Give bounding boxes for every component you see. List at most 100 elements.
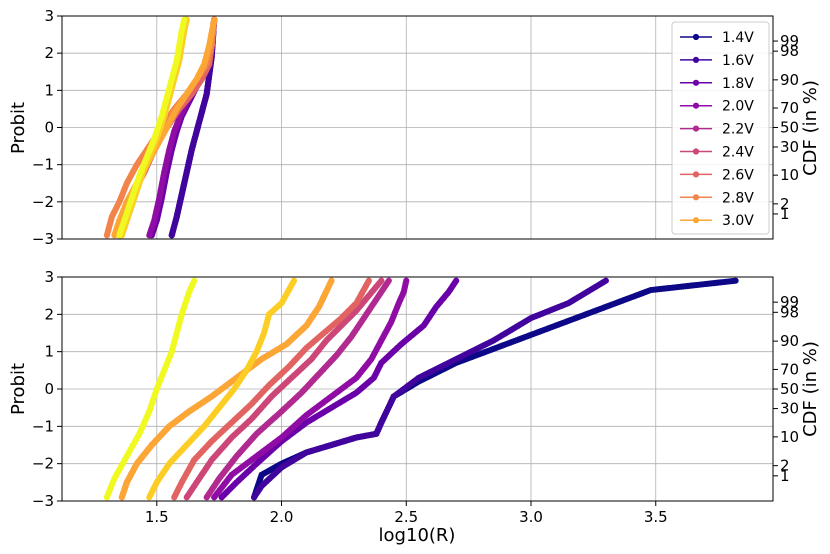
- series-2.2V: [203, 277, 392, 501]
- series-2.6V: [171, 277, 372, 501]
- legend-marker: [692, 79, 700, 86]
- bottom-y-axis-label: Probit: [8, 363, 29, 415]
- y-tick-label: −2: [32, 455, 54, 473]
- bottom-y-ticks: −3 −2 −1 0 1 2 3: [32, 268, 62, 510]
- legend-label: 2.2V: [722, 122, 754, 138]
- legend-label: 2.8V: [722, 190, 754, 206]
- legend-label: 1.6V: [722, 53, 754, 69]
- top-cdf-axis-label: CDF (in %): [800, 80, 821, 176]
- y-tick-label: −3: [32, 492, 54, 510]
- cdf-tick-label: 70: [780, 99, 799, 117]
- legend-marker: [692, 194, 700, 201]
- legend-marker: [692, 125, 700, 132]
- data-point: [385, 277, 392, 284]
- y-tick-label: 1: [44, 343, 54, 361]
- series-unlabeled: [103, 277, 198, 501]
- data-point: [453, 277, 460, 284]
- legend-item: 2.8V: [680, 190, 754, 206]
- x-axis-label: log10(R): [379, 525, 456, 546]
- legend-marker: [692, 217, 700, 224]
- data-point: [732, 277, 739, 284]
- data-point: [290, 277, 298, 284]
- cdf-tick-label: 98: [780, 42, 799, 60]
- y-tick-label: 2: [44, 44, 54, 62]
- data-point: [328, 277, 335, 284]
- cdf-tick-label: 1: [780, 467, 790, 485]
- y-tick-label: 2: [44, 305, 54, 323]
- data-point: [181, 16, 188, 23]
- legend-label: 3.0V: [722, 213, 754, 229]
- cdf-tick-label: 1: [780, 205, 790, 223]
- cdf-tick-label: 70: [780, 360, 799, 378]
- y-tick-label: −1: [32, 156, 54, 174]
- legend-label: 2.4V: [722, 145, 754, 161]
- legend-item: 1.6V: [680, 53, 754, 69]
- legend-label: 2.6V: [722, 167, 754, 183]
- cdf-tick-label: 50: [780, 380, 799, 398]
- y-tick-label: −3: [32, 230, 54, 248]
- legend: 1.4V 1.6V 1.8V 2.0V 2.2V 2.4V 2.6V 2.8V 3.0V: [671, 21, 770, 235]
- legend-item: 3.0V: [680, 213, 754, 229]
- legend-item: 2.0V: [680, 99, 754, 115]
- legend-item: 1.8V: [680, 76, 754, 92]
- top-y-axis-label: Probit: [8, 102, 29, 154]
- bottom-cdf-axis-label: CDF (in %): [800, 341, 821, 437]
- y-tick-label: 1: [44, 81, 54, 99]
- cdf-tick-label: 2: [780, 195, 790, 213]
- y-tick-label: −2: [32, 193, 54, 211]
- data-point: [378, 277, 385, 284]
- cdf-tick-label: 2: [780, 457, 790, 475]
- y-tick-label: 0: [44, 119, 54, 137]
- x-tick-label: 1.5: [145, 508, 169, 526]
- x-tick-label: 3.5: [644, 508, 668, 526]
- legend-marker: [692, 33, 700, 41]
- cdf-tick-label: 90: [780, 71, 799, 89]
- data-point: [211, 16, 218, 23]
- y-tick-label: −1: [32, 417, 54, 435]
- legend-label: 2.0V: [722, 99, 754, 115]
- series-2.0V: [211, 277, 410, 501]
- y-tick-label: 0: [44, 380, 54, 398]
- top-y-ticks: −3 −2 −1 0 1 2 3: [32, 7, 62, 248]
- data-point: [365, 277, 372, 284]
- legend-item: 2.2V: [680, 122, 754, 138]
- series-3.0V: [118, 277, 335, 501]
- series-1.6V: [250, 277, 609, 501]
- data-point: [191, 277, 198, 284]
- legend-marker: [692, 171, 700, 178]
- legend-label: 1.8V: [722, 76, 754, 92]
- cdf-tick-label: 30: [780, 138, 799, 156]
- legend-item: 2.4V: [680, 145, 754, 161]
- top-series-layer: [103, 16, 218, 239]
- legend-marker: [692, 56, 700, 64]
- legend-frame: [671, 21, 770, 235]
- series-2.4V: [183, 277, 385, 501]
- cdf-tick-label: 99: [780, 293, 799, 311]
- x-tick-label: 2.5: [394, 508, 418, 526]
- legend-marker: [692, 148, 700, 155]
- cdf-tick-label: 30: [780, 400, 799, 418]
- cdf-tick-label: 90: [780, 332, 799, 350]
- data-point: [602, 277, 609, 284]
- cdf-tick-label: 98: [780, 303, 799, 321]
- legend-item: 2.6V: [680, 167, 754, 183]
- legend-item: 1.4V: [680, 30, 754, 46]
- cdf-tick-label: 99: [780, 32, 799, 50]
- cdf-tick-label: 10: [780, 166, 799, 184]
- cdf-tick-label: 10: [780, 428, 799, 446]
- cdf-tick-label: 50: [780, 119, 799, 137]
- bottom-x-ticks: 1.5 2.0 2.5 3.0 3.5: [145, 501, 668, 526]
- series-unlabeled: [116, 16, 188, 239]
- bottom-series-layer: [103, 277, 739, 501]
- x-tick-label: 3.0: [519, 508, 543, 526]
- legend-label: 1.4V: [722, 30, 754, 46]
- data-point: [403, 277, 410, 284]
- x-tick-label: 2.0: [270, 508, 294, 526]
- legend-marker: [692, 102, 700, 109]
- series-unlabeled: [146, 277, 298, 501]
